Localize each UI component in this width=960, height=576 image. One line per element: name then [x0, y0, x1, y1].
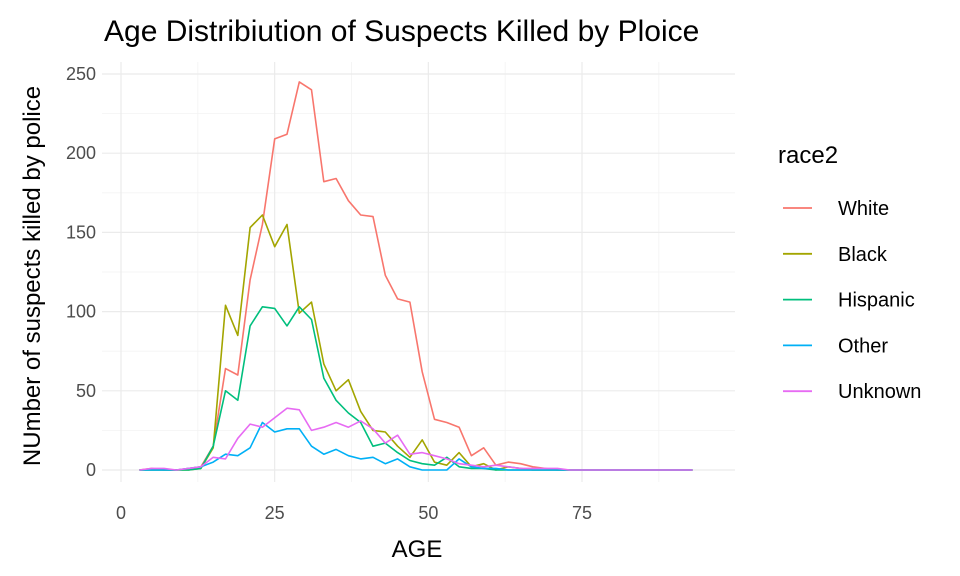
y-tick-label: 50 — [76, 381, 96, 401]
x-tick-label: 25 — [265, 503, 285, 523]
y-tick-label: 200 — [66, 143, 96, 163]
series-line-unknown — [139, 407, 693, 471]
legend-items: White Black Hispanic Other Unknown — [783, 198, 921, 403]
x-axis-title: AGE — [392, 536, 443, 563]
x-tick-labels: 0 25 50 75 — [116, 503, 592, 523]
legend-label-hispanic: Hispanic — [838, 290, 915, 312]
x-tick-label: 50 — [418, 503, 438, 523]
y-tick-label: 250 — [66, 64, 96, 84]
y-axis-title: NUmber of suspects killed by police — [19, 86, 46, 466]
legend: race2 White Black Hispanic Other Unknown — [778, 142, 921, 403]
series-lines — [139, 81, 693, 471]
y-tick-label: 150 — [66, 222, 96, 242]
x-tick-label: 75 — [572, 503, 592, 523]
legend-label-unknown: Unknown — [838, 381, 921, 403]
y-tick-labels: 0 50 100 150 200 250 — [66, 64, 96, 480]
legend-title: race2 — [778, 142, 838, 169]
x-tick-label: 0 — [116, 503, 126, 523]
legend-label-black: Black — [838, 244, 888, 266]
y-tick-label: 0 — [86, 460, 96, 480]
y-tick-label: 100 — [66, 302, 96, 322]
legend-label-white: White — [838, 198, 889, 220]
legend-label-other: Other — [838, 335, 888, 357]
chart-title: Age Distribiution of Suspects Killed by … — [104, 15, 699, 48]
